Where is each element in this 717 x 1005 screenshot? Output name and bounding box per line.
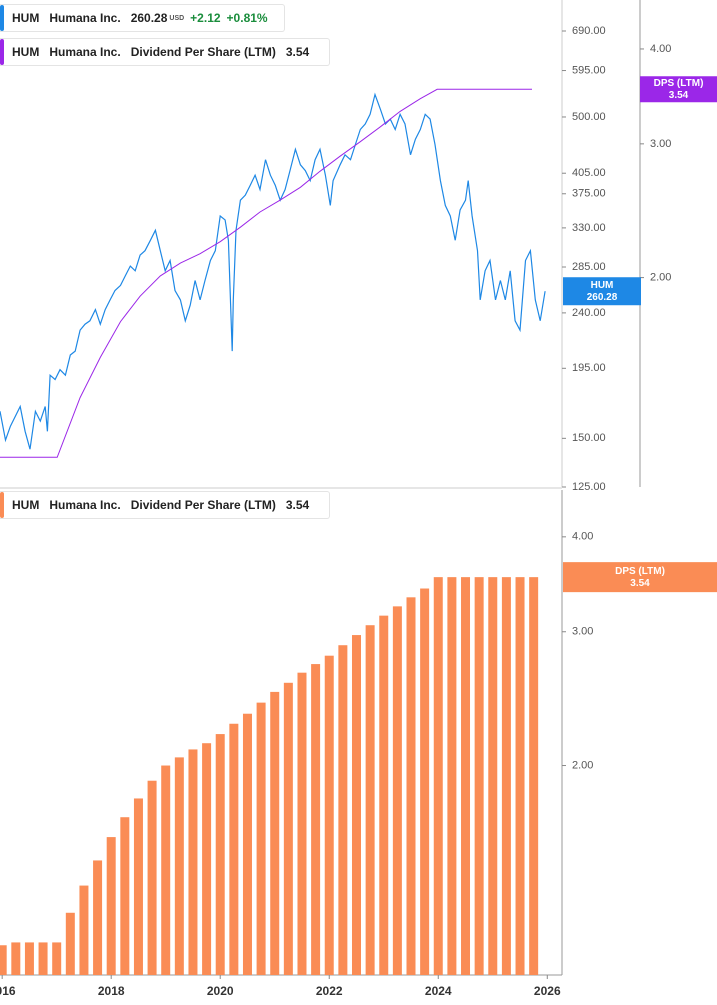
legend-value: 3.54: [285, 45, 310, 59]
bar: [161, 765, 171, 975]
series-line: [0, 88, 532, 458]
bar: [11, 942, 21, 975]
value-tag-label: DPS (LTM): [654, 78, 704, 89]
bar: [93, 860, 103, 975]
bar: [133, 798, 143, 975]
bar: [229, 723, 239, 975]
y-tick-label: 2.00: [572, 759, 593, 771]
bar: [461, 577, 471, 975]
y-tick-label: 240.00: [572, 307, 606, 319]
x-tick-label: 2022: [316, 984, 343, 998]
value-tag-label: DPS (LTM): [615, 566, 665, 577]
value-tag: [563, 562, 717, 593]
y-tick-label: 4.00: [572, 531, 593, 543]
value-tag-value: 3.54: [669, 90, 689, 101]
bar: [433, 577, 443, 975]
legend-symbol: HUM: [12, 45, 40, 59]
bar: [392, 606, 402, 975]
bar: [174, 757, 184, 975]
bar: [351, 635, 361, 975]
bar: [365, 625, 375, 975]
legend-swatch: [0, 39, 4, 65]
x-tick-label: 2018: [98, 984, 125, 998]
bar: [447, 577, 457, 975]
y-tick-label: 3.00: [572, 626, 593, 638]
price-tag-label: HUM: [591, 280, 614, 291]
price-tag: [563, 277, 641, 306]
bar: [311, 664, 321, 975]
bar: [529, 577, 539, 975]
legend-change-percent: +0.81%: [226, 11, 268, 25]
bar: [188, 749, 198, 975]
y-tick-label: 125.00: [572, 481, 606, 493]
legend-price: HUM Humana Inc. 260.28 USD +2.12 +0.81%: [0, 4, 285, 32]
y-tick-label: 375.00: [572, 188, 606, 200]
bar: [338, 645, 348, 975]
y-tick-label: 690.00: [572, 25, 606, 37]
bar: [215, 734, 225, 975]
y-tick-label: 405.00: [572, 167, 606, 179]
y-tick-label: 285.00: [572, 261, 606, 273]
value-tag: [640, 76, 717, 103]
x-tick-label: 2024: [425, 984, 452, 998]
legend-name: Dividend Per Share (LTM): [130, 45, 276, 59]
bar: [420, 588, 430, 975]
y-tick-label: 330.00: [572, 222, 606, 234]
bar: [52, 942, 62, 975]
bar: [515, 577, 525, 975]
bar: [283, 682, 293, 975]
bar: [256, 702, 266, 975]
bar: [24, 942, 34, 975]
y-tick-label: 150.00: [572, 432, 606, 444]
legend-name: Humana Inc.: [49, 11, 121, 25]
x-tick-label: 2020: [207, 984, 234, 998]
bar: [474, 577, 484, 975]
bar: [379, 615, 389, 975]
y-tick-label: 3.00: [650, 138, 671, 150]
legend-change: +2.12: [190, 11, 221, 25]
bar: [297, 672, 307, 975]
bar: [120, 817, 130, 975]
y-tick-label: 595.00: [572, 64, 606, 76]
legend-currency: USD: [169, 14, 185, 22]
legend-value: 3.54: [285, 498, 310, 512]
bar: [106, 837, 116, 975]
legend-company: Humana Inc.: [49, 45, 121, 59]
bar: [324, 655, 334, 975]
legend-symbol: HUM: [12, 498, 40, 512]
legend-swatch: [0, 492, 4, 518]
bar: [147, 780, 157, 975]
x-tick-label: 2026: [534, 984, 561, 998]
legend-swatch: [0, 5, 4, 31]
bar: [501, 577, 511, 975]
bar: [406, 597, 416, 975]
bar: [242, 713, 252, 975]
bar: [202, 743, 212, 975]
legend-name: Dividend Per Share (LTM): [130, 498, 276, 512]
bar: [488, 577, 498, 975]
bar: [270, 691, 280, 975]
y-tick-label: 2.00: [650, 271, 671, 283]
y-tick-label: 500.00: [572, 111, 606, 123]
series-line: [0, 92, 546, 450]
bar: [38, 942, 48, 975]
bar: [0, 945, 7, 975]
legend-symbol: HUM: [12, 11, 40, 25]
y-tick-label: 4.00: [650, 43, 671, 55]
x-tick-label: 2016: [0, 984, 16, 998]
bar: [65, 912, 75, 975]
price-tag-value: 260.28: [587, 292, 618, 303]
legend-dps: HUM Humana Inc. Dividend Per Share (LTM)…: [0, 38, 331, 66]
legend-dps-bars: HUM Humana Inc. Dividend Per Share (LTM)…: [0, 491, 331, 519]
value-tag-value: 3.54: [630, 578, 650, 589]
legend-company: Humana Inc.: [49, 498, 121, 512]
legend-price: 260.28: [130, 11, 168, 25]
y-tick-label: 195.00: [572, 362, 606, 374]
bar: [79, 885, 89, 975]
